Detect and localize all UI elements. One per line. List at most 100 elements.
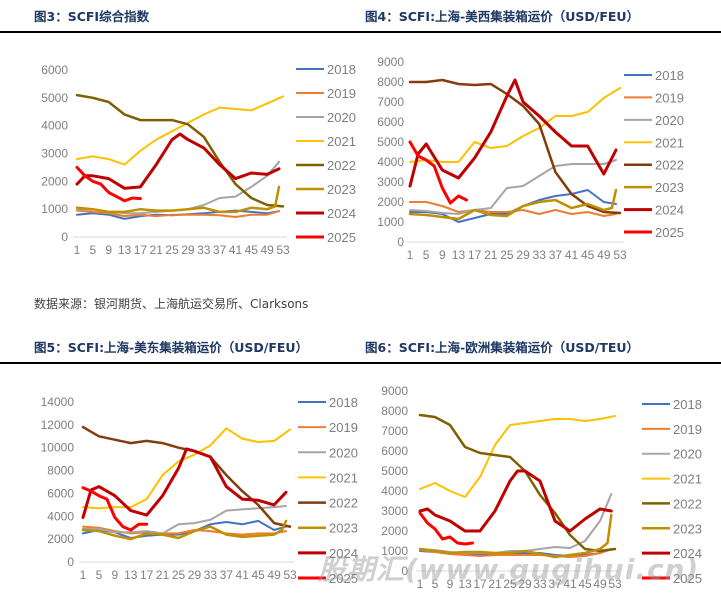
- y-tick-label: 8000: [377, 75, 404, 89]
- x-tick-label: 1: [74, 243, 81, 257]
- series-line-2020: [76, 160, 280, 215]
- legend-label-2019: 2019: [673, 422, 702, 437]
- legend-label-2023: 2023: [327, 182, 356, 197]
- x-tick-label: 53: [276, 243, 290, 257]
- legend-label-2025: 2025: [673, 571, 702, 586]
- x-tick-label: 1: [80, 568, 87, 582]
- x-tick-label: 13: [452, 248, 466, 262]
- y-tick-label: 2000: [47, 532, 74, 546]
- series-line-2021: [82, 427, 291, 510]
- chart-title-fig5: 图5：SCFI:上海-美东集装箱运价（USD/FEU）: [34, 340, 309, 355]
- legend-label-2018: 2018: [327, 62, 356, 77]
- source-note: 数据来源：银河期货、上海航运交易所、Clarksons: [34, 297, 309, 311]
- legend-label-2020: 2020: [329, 445, 358, 460]
- series-line-2025: [75, 165, 142, 203]
- y-tick-label: 2000: [377, 195, 404, 209]
- y-tick-label: 6000: [47, 486, 74, 500]
- series-line-2021: [409, 87, 621, 163]
- x-tick-label: 41: [565, 248, 579, 262]
- legend-label-2023: 2023: [655, 180, 684, 195]
- legend-label-2019: 2019: [327, 86, 356, 101]
- legend-label-2020: 2020: [327, 110, 356, 125]
- legend-label-2022: 2022: [327, 158, 356, 173]
- legend-label-2024: 2024: [327, 206, 356, 221]
- y-tick-label: 0: [401, 564, 408, 578]
- x-tick-label: 17: [473, 577, 487, 591]
- y-tick-label: 4000: [377, 155, 404, 169]
- y-tick-label: 2000: [381, 524, 408, 538]
- legend-label-2019: 2019: [655, 90, 684, 105]
- legend-label-2020: 2020: [673, 447, 702, 462]
- y-tick-label: 9000: [381, 384, 408, 398]
- x-tick-label: 53: [608, 577, 622, 591]
- x-tick-label: 53: [283, 568, 297, 582]
- chart-title-fig6: 图6：SCFI:上海-欧洲集装箱运价（USD/TEU）: [365, 340, 640, 355]
- x-tick-label: 33: [204, 568, 218, 582]
- x-tick-label: 45: [245, 243, 259, 257]
- y-tick-label: 3000: [381, 504, 408, 518]
- series-line-2019: [419, 548, 613, 558]
- x-tick-label: 1: [417, 577, 424, 591]
- y-tick-label: 1000: [41, 202, 68, 216]
- y-tick-label: 0: [61, 230, 68, 244]
- legend-label-2024: 2024: [329, 546, 358, 561]
- series-line-2024: [408, 78, 618, 188]
- y-tick-label: 6000: [377, 115, 404, 129]
- x-tick-label: 41: [563, 577, 577, 591]
- y-tick-label: 5000: [381, 464, 408, 478]
- x-tick-label: 13: [458, 577, 472, 591]
- y-tick-label: 1000: [377, 215, 404, 229]
- x-tick-label: 37: [549, 248, 563, 262]
- legend-label-2023: 2023: [673, 521, 702, 536]
- series-line-2024: [81, 447, 288, 519]
- series-line-2021: [76, 95, 284, 166]
- x-tick-label: 53: [613, 248, 627, 262]
- y-tick-label: 8000: [381, 404, 408, 418]
- legend-label-2021: 2021: [655, 135, 684, 150]
- legend-label-2018: 2018: [673, 397, 702, 412]
- x-tick-label: 5: [432, 577, 439, 591]
- y-tick-label: 6000: [41, 63, 68, 77]
- y-tick-label: 7000: [381, 424, 408, 438]
- series-line-2023: [81, 519, 288, 541]
- series-line-2020: [409, 159, 617, 215]
- chart-title-fig3: 图3：SCFI综合指数: [34, 9, 150, 24]
- legend-label-2021: 2021: [327, 134, 356, 149]
- y-tick-label: 7000: [377, 95, 404, 109]
- y-tick-label: 3000: [377, 175, 404, 189]
- legend-label-2025: 2025: [655, 225, 684, 240]
- chart-4: 0 1000 2000 3000 4000 5000 6000 7000 8000 9000 1 5 9…: [377, 55, 684, 262]
- x-tick-label: 49: [260, 243, 274, 257]
- x-tick-label: 25: [165, 243, 179, 257]
- legend-label-2022: 2022: [329, 496, 358, 511]
- y-tick-label: 8000: [47, 464, 74, 478]
- series-line-2025: [81, 486, 149, 532]
- x-tick-label: 25: [503, 577, 517, 591]
- x-tick-label: 17: [134, 243, 148, 257]
- series-line-2021: [419, 415, 616, 498]
- legend-label-2018: 2018: [655, 68, 684, 83]
- x-tick-label: 29: [188, 568, 202, 582]
- legend-label-2018: 2018: [329, 395, 358, 410]
- x-tick-label: 21: [156, 568, 170, 582]
- series-line-2023: [408, 188, 618, 221]
- legend-label-2020: 2020: [655, 113, 684, 128]
- x-tick-label: 29: [518, 577, 532, 591]
- x-tick-label: 5: [96, 568, 103, 582]
- y-tick-label: 0: [397, 235, 404, 249]
- x-tick-label: 49: [597, 248, 611, 262]
- series-line-2024: [75, 132, 281, 190]
- divider: [0, 362, 721, 364]
- x-tick-label: 45: [251, 568, 265, 582]
- legend-label-2023: 2023: [329, 521, 358, 536]
- x-tick-label: 45: [578, 577, 592, 591]
- x-tick-label: 49: [267, 568, 281, 582]
- legend-label-2019: 2019: [329, 420, 358, 435]
- y-tick-label: 6000: [381, 444, 408, 458]
- x-tick-label: 21: [484, 248, 498, 262]
- series-line-2022: [418, 413, 617, 553]
- x-tick-label: 13: [118, 243, 132, 257]
- y-tick-label: 4000: [47, 509, 74, 523]
- x-tick-label: 37: [213, 243, 227, 257]
- chart-title-fig4: 图4：SCFI:上海-美西集装箱运价（USD/FEU）: [365, 9, 640, 24]
